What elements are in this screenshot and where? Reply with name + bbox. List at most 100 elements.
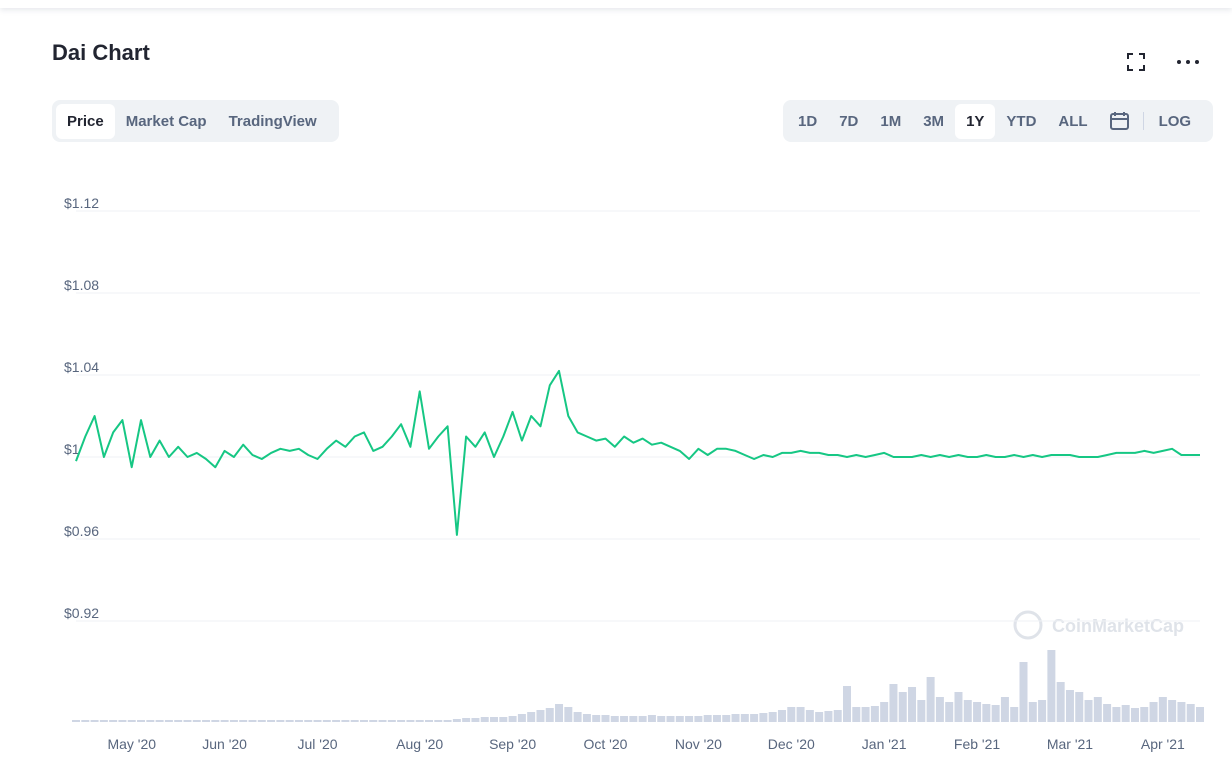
volume-bar bbox=[843, 686, 852, 722]
x-tick-label: Jul '20 bbox=[298, 736, 338, 752]
volume-bar bbox=[1177, 702, 1186, 722]
volume-bar bbox=[1000, 697, 1009, 722]
volume-bar bbox=[229, 720, 238, 722]
volume-bar bbox=[722, 715, 731, 722]
volume-bar bbox=[462, 718, 471, 722]
volume-bar bbox=[1168, 700, 1177, 722]
volume-bar bbox=[369, 720, 378, 722]
volume-bar bbox=[666, 716, 675, 722]
volume-bar bbox=[72, 720, 80, 722]
volume-bar bbox=[1140, 707, 1149, 722]
range-button[interactable]: 1M bbox=[880, 112, 902, 130]
range-button[interactable]: 1Y bbox=[955, 103, 996, 139]
volume-bar bbox=[146, 720, 155, 722]
x-tick-label: Mar '21 bbox=[1047, 736, 1093, 752]
x-tick-label: Apr '21 bbox=[1141, 736, 1185, 752]
watermark-text: CoinMarketCap bbox=[1052, 616, 1184, 636]
volume-bar bbox=[935, 697, 944, 722]
volume-bar bbox=[183, 720, 192, 722]
volume-bar bbox=[908, 687, 917, 722]
volume-bar bbox=[267, 720, 276, 722]
volume-bar bbox=[1065, 690, 1074, 722]
volume-bar bbox=[99, 720, 108, 722]
volume-bar bbox=[1093, 697, 1102, 722]
more-icon[interactable] bbox=[1176, 55, 1200, 69]
tab[interactable]: Price bbox=[56, 103, 115, 139]
volume-bar bbox=[787, 707, 796, 722]
x-tick-label: Sep '20 bbox=[489, 736, 536, 752]
volume-bar bbox=[573, 712, 582, 722]
volume-bar bbox=[1075, 692, 1084, 722]
volume-bar bbox=[285, 720, 294, 722]
volume-bar bbox=[768, 712, 777, 722]
log-button[interactable]: LOG bbox=[1158, 112, 1192, 130]
volume-bar bbox=[815, 712, 824, 722]
volume-bar bbox=[712, 715, 721, 722]
volume-bar bbox=[109, 720, 118, 722]
volume-bar bbox=[750, 714, 759, 722]
volume-bar bbox=[870, 706, 879, 722]
volume-bar bbox=[796, 707, 805, 722]
volume-bar bbox=[582, 714, 591, 722]
volume-bar bbox=[1103, 704, 1112, 722]
y-tick-label: $0.92 bbox=[64, 605, 99, 621]
range-button[interactable]: YTD bbox=[1006, 112, 1037, 130]
volume-bar bbox=[304, 720, 313, 722]
volume-bar bbox=[1121, 705, 1130, 722]
volume-bar bbox=[1056, 682, 1065, 722]
volume-bar bbox=[954, 692, 963, 722]
volume-bar bbox=[917, 700, 926, 722]
volume-bar bbox=[610, 716, 619, 722]
range-button[interactable]: 7D bbox=[839, 112, 859, 130]
volume-bar bbox=[276, 720, 285, 722]
volume-bar bbox=[638, 716, 647, 722]
y-tick-label: $1 bbox=[64, 441, 80, 457]
volume-bar bbox=[118, 720, 127, 722]
volume-bar bbox=[601, 715, 610, 722]
range-button[interactable]: 1D bbox=[798, 112, 818, 130]
y-tick-label: $0.96 bbox=[64, 523, 99, 539]
tab[interactable]: Market Cap bbox=[125, 112, 207, 130]
x-tick-label: Oct '20 bbox=[584, 736, 628, 752]
range-group: 1D 7D 1M 3M 1Y YTD ALL LOG bbox=[783, 100, 1213, 142]
volume-bar bbox=[1196, 707, 1204, 722]
volume-bar bbox=[257, 720, 266, 722]
volume-bar bbox=[1130, 708, 1139, 722]
volume-bar bbox=[824, 711, 833, 722]
tab-group: Price Market Cap TradingView bbox=[52, 100, 339, 142]
volume-bar bbox=[982, 704, 991, 722]
volume-bar bbox=[1158, 697, 1167, 722]
x-tick-label: Nov '20 bbox=[675, 736, 722, 752]
volume-bar bbox=[220, 720, 229, 722]
volume-bar bbox=[1010, 707, 1019, 722]
volume-bar bbox=[239, 720, 248, 722]
volume-bar bbox=[740, 714, 749, 722]
y-tick-label: $1.04 bbox=[64, 359, 99, 375]
volume-bar bbox=[499, 717, 508, 722]
volume-bar bbox=[731, 714, 740, 722]
range-button[interactable]: 3M bbox=[923, 112, 945, 130]
volume-bar bbox=[434, 720, 443, 722]
volume-bar bbox=[155, 720, 164, 722]
watermark: CoinMarketCap bbox=[1013, 610, 1184, 640]
volume-bar bbox=[164, 720, 173, 722]
volume-bar bbox=[322, 720, 331, 722]
volume-bar bbox=[248, 720, 257, 722]
volume-bar bbox=[350, 720, 359, 722]
volume-bar bbox=[480, 717, 489, 722]
tab[interactable]: TradingView bbox=[228, 112, 317, 130]
volume-bar bbox=[424, 720, 433, 722]
volume-bar bbox=[1019, 662, 1028, 722]
price-line bbox=[75, 369, 1200, 536]
volume-bar bbox=[490, 717, 499, 722]
volume-bar bbox=[657, 716, 666, 722]
fullscreen-icon[interactable] bbox=[1126, 52, 1146, 72]
volume-bar bbox=[211, 720, 220, 722]
range-button[interactable]: ALL bbox=[1058, 112, 1088, 130]
x-tick-label: Jun '20 bbox=[202, 736, 247, 752]
volume-bar bbox=[926, 677, 935, 722]
volume-bar bbox=[833, 710, 842, 722]
volume-bar bbox=[861, 707, 870, 722]
calendar-icon[interactable] bbox=[1099, 111, 1139, 131]
